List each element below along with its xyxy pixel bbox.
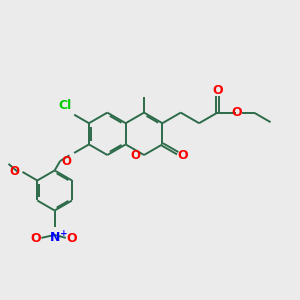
Text: O: O [232, 106, 242, 119]
Text: O: O [177, 149, 188, 162]
Text: O: O [62, 155, 72, 168]
Text: Cl: Cl [58, 99, 72, 112]
Text: O: O [212, 84, 223, 97]
Text: N: N [50, 231, 60, 244]
Text: O: O [66, 232, 77, 245]
Text: O: O [10, 165, 20, 178]
Text: O: O [30, 232, 41, 245]
Text: +: + [60, 229, 68, 238]
Text: O: O [130, 149, 140, 162]
Text: ⁻: ⁻ [30, 232, 36, 242]
